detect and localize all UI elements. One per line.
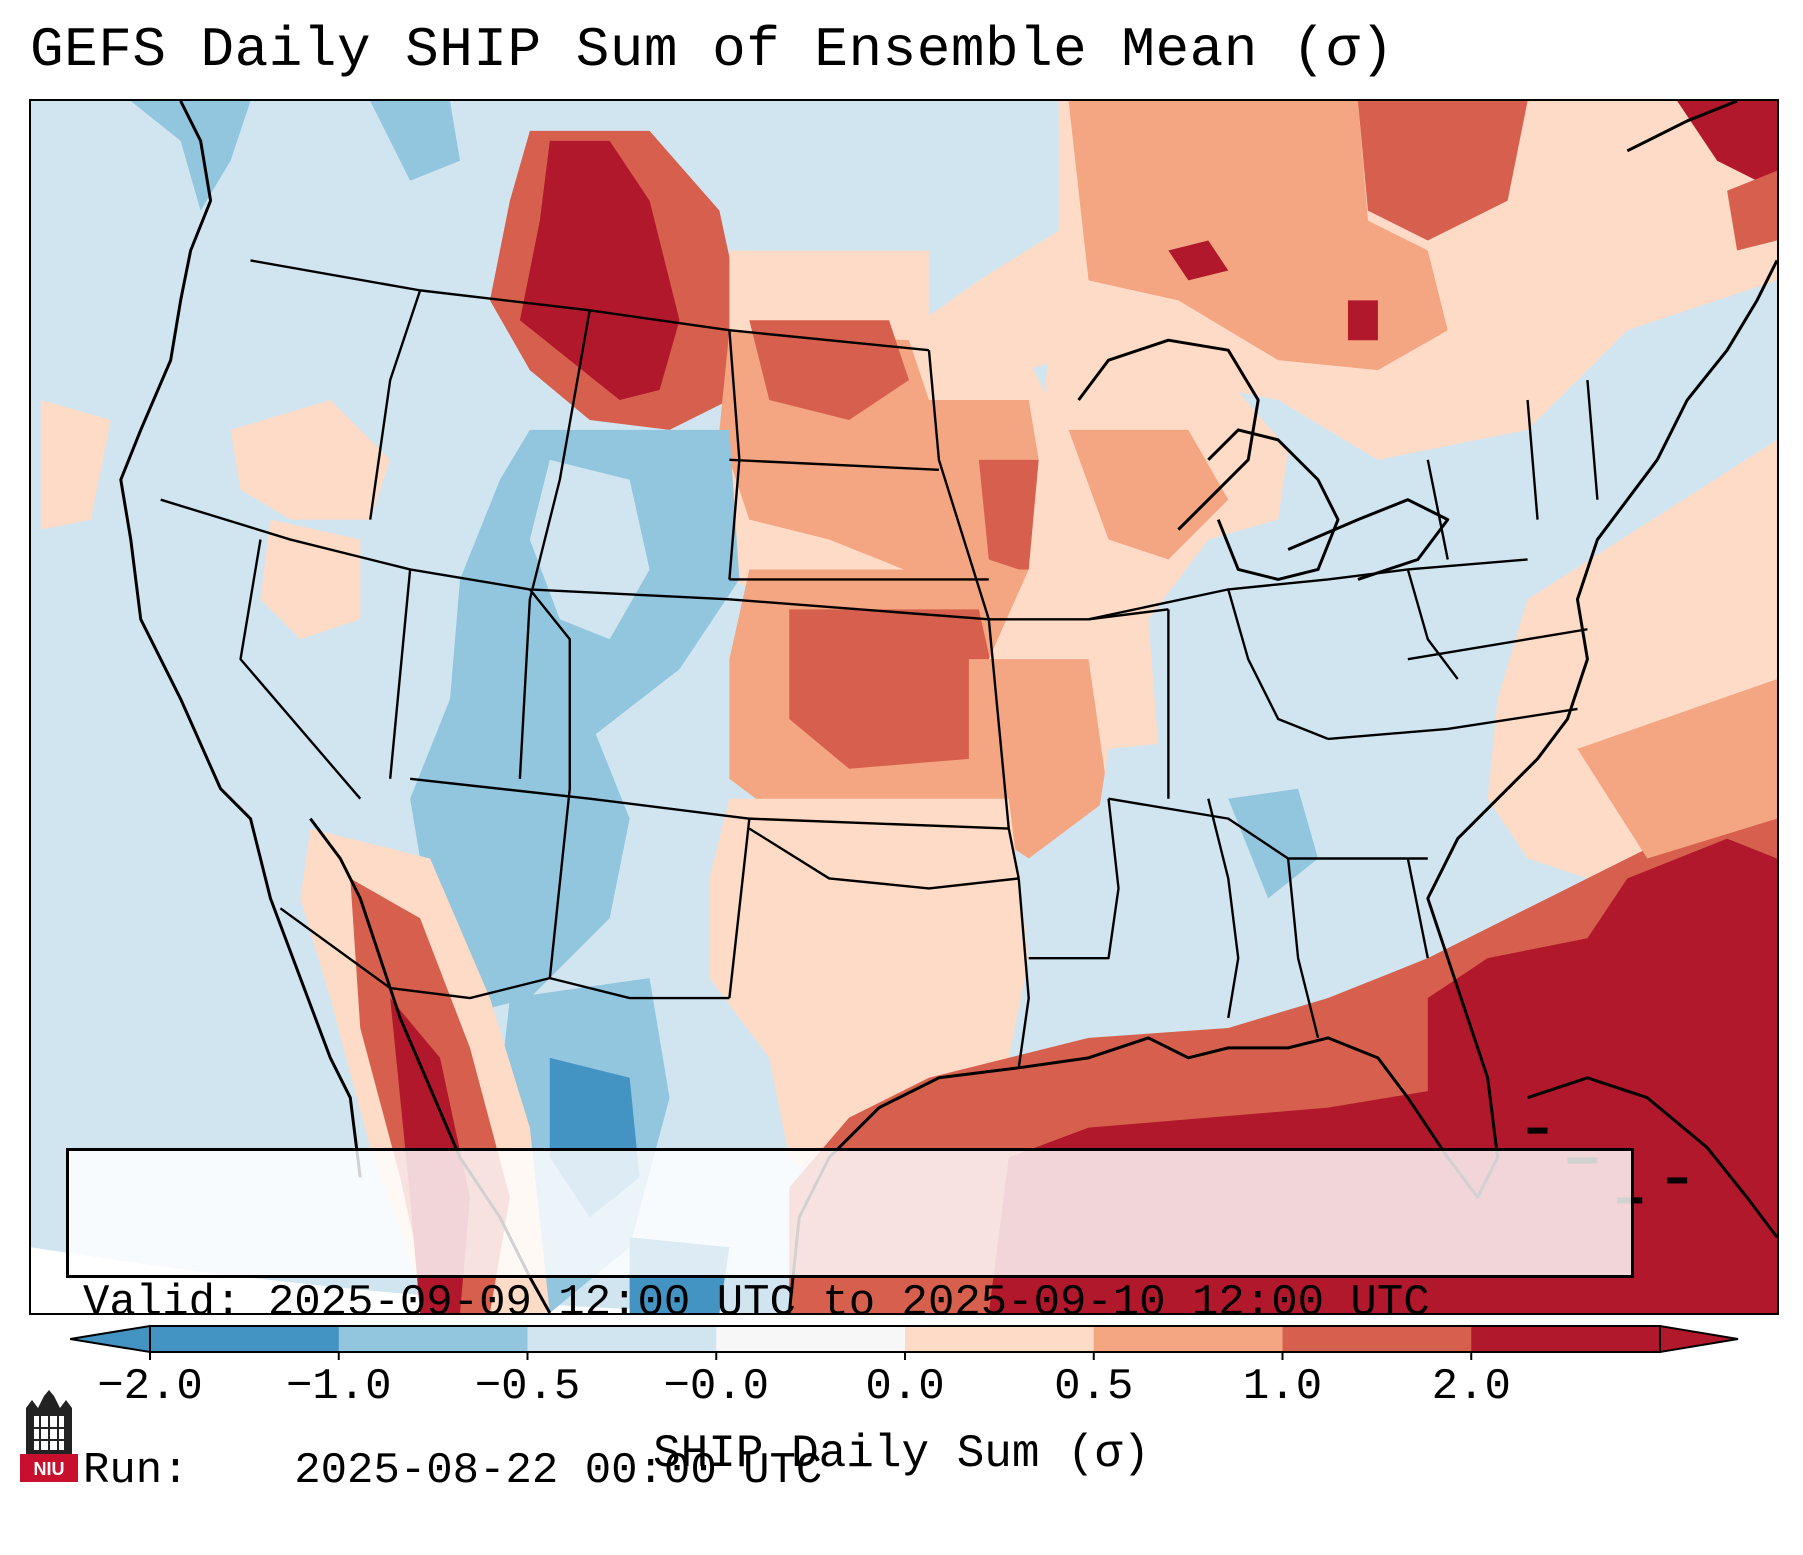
niu-castle-logo-icon: NIU xyxy=(20,1390,78,1482)
anomaly-region xyxy=(519,140,680,401)
run-value: 2025-08-22 00:00 UTC xyxy=(294,1446,823,1496)
colorbar-segment xyxy=(905,1326,1095,1352)
colorbar-segment xyxy=(716,1326,906,1352)
colorbar-segment xyxy=(1471,1326,1661,1352)
state-borders xyxy=(160,259,1599,1068)
anomaly-map xyxy=(31,101,1777,1313)
anomaly-region xyxy=(1357,101,1528,241)
colorbar-segment xyxy=(150,1326,340,1352)
colorbar xyxy=(70,1324,1739,1360)
colorbar-tick-label: −2.0 xyxy=(97,1362,203,1412)
anomaly-region xyxy=(1677,101,1777,191)
anomaly-region xyxy=(789,609,999,769)
anomaly-region xyxy=(410,699,630,1018)
map-panel xyxy=(29,99,1779,1315)
projection-edge xyxy=(31,1247,1029,1313)
colorbar-under-arrow xyxy=(70,1324,151,1354)
colorbar-tick-label: 1.0 xyxy=(1242,1362,1323,1412)
anomaly-region xyxy=(709,798,1029,1198)
colorbar-tick-label: −1.0 xyxy=(285,1362,392,1412)
map-title: GEFS Daily SHIP Sum of Ensemble Mean (σ) xyxy=(30,18,1395,82)
colorbar-tick-label: 0.5 xyxy=(1054,1362,1134,1412)
colorbar-label: SHIP Daily Sum (σ) xyxy=(653,1428,1150,1480)
colorbar-segment xyxy=(1093,1326,1283,1352)
valid-label: Valid: xyxy=(83,1278,242,1328)
colorbar-segment xyxy=(527,1326,717,1352)
colorbar-tick-label: −0.5 xyxy=(474,1362,581,1412)
colorbar-over-arrow xyxy=(1659,1324,1739,1354)
valid-line: Valid: 2025-09-09 12:00 UTC to 2025-09-1… xyxy=(83,1275,1617,1331)
colorbar-tick-label: −0.0 xyxy=(663,1362,770,1412)
run-line: Run: 2025-08-22 00:00 UTC xyxy=(83,1443,1617,1499)
colorbar-segment xyxy=(1282,1326,1472,1352)
colorbar-tick-label: 0.0 xyxy=(865,1362,945,1412)
colorbar-tick-label: 2.0 xyxy=(1431,1362,1511,1412)
valid-value: 2025-09-09 12:00 UTC to 2025-09-10 12:00… xyxy=(267,1278,1430,1328)
colorbar-segment xyxy=(338,1326,528,1352)
colorbar-segments xyxy=(70,1324,1739,1360)
logo-text: NIU xyxy=(33,1459,65,1479)
run-label: Run: xyxy=(83,1446,189,1496)
validity-info-box: Valid: 2025-09-09 12:00 UTC to 2025-09-1… xyxy=(66,1148,1634,1496)
